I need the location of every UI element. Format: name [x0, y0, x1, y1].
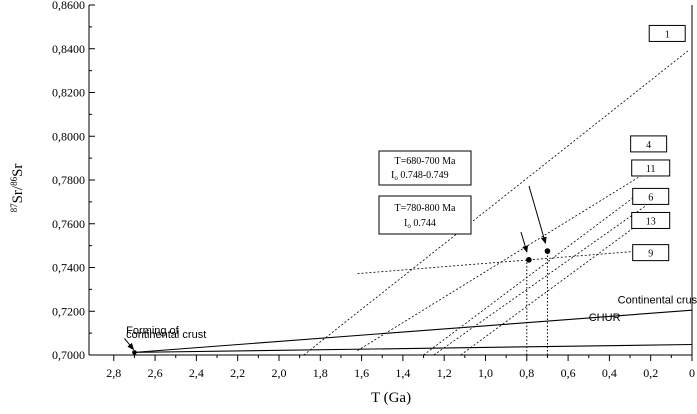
- arrow-780-800: [520, 231, 529, 253]
- y-tick-label-3: 0,7600: [52, 217, 85, 231]
- sample-label-box-1: [648, 24, 686, 42]
- forming-point: [132, 350, 137, 355]
- arrow-680-700: [528, 185, 547, 245]
- sample-label-box-4: [630, 135, 668, 153]
- sample-line-4: [357, 172, 647, 351]
- x-tick-label-6: 1,6: [354, 366, 369, 380]
- sample-line-11: [423, 187, 647, 356]
- y-tick-label-5: 0,8000: [52, 129, 85, 143]
- sample-label-1: 1: [665, 29, 670, 40]
- evolution-line-continental-crust: [134, 309, 693, 353]
- x-tick-label-0: 2,8: [106, 366, 121, 380]
- x-tick-label-2: 2,4: [189, 366, 204, 380]
- annotation-continental-crust: continental crust: [126, 329, 206, 341]
- info-box-780-800-line2: Io 0.744: [404, 218, 436, 230]
- sample-line-1: [303, 50, 689, 356]
- sample-label-box-9: [632, 244, 670, 262]
- sample-label-9: 9: [648, 249, 653, 260]
- x-tick-label-5: 1,8: [313, 366, 328, 380]
- y-axis-title: 87Sr/86Sr: [9, 164, 26, 213]
- info-box-780-800-line1: T=780-800 Ma: [395, 203, 456, 214]
- sample-label-4: 4: [646, 140, 651, 151]
- x-axis-title: T (Ga): [371, 390, 411, 406]
- info-box-680-700: T=680-700 Ma Io 0.748-0.749: [378, 150, 472, 186]
- sample-label-box-13: [631, 211, 671, 229]
- sample-label-11: 11: [646, 164, 656, 175]
- sample-label-box-11: [631, 159, 671, 177]
- x-tick-label-8: 1,2: [437, 366, 452, 380]
- sample-label-box-6: [632, 187, 670, 205]
- y-tick-label-0: 0,7000: [52, 348, 85, 362]
- y-tick-label-8: 0,8600: [52, 0, 85, 12]
- y-tick-label-4: 0,7800: [52, 173, 85, 187]
- x-tick-label-4: 2,0: [271, 366, 286, 380]
- intersection-point-1: [544, 248, 551, 254]
- annotation-forming-of: Forming of: [126, 325, 180, 337]
- info-box-780-800: T=780-800 Ma Io 0.744: [378, 195, 472, 235]
- info-box-680-700-line1: T=680-700 Ma: [395, 156, 456, 167]
- y-tick-label-2: 0,7400: [52, 261, 85, 275]
- x-tick-label-13: 0,2: [643, 366, 658, 380]
- sample-line-9: [357, 250, 647, 275]
- x-tick-label-3: 2,2: [230, 366, 245, 380]
- x-tick-label-1: 2,6: [148, 366, 163, 380]
- x-tick-label-12: 0,4: [602, 366, 617, 380]
- evolution-line-chur: [134, 343, 693, 353]
- sample-label-6: 6: [648, 192, 653, 203]
- y-tick-label-7: 0,8400: [52, 42, 85, 56]
- y-tick-label-6: 0,8200: [52, 86, 85, 100]
- annotation-chur: CHUR: [589, 312, 621, 324]
- x-tick-label-14: 0: [689, 366, 695, 380]
- x-tick-label-9: 1,0: [478, 366, 493, 380]
- arrow-forming: [124, 338, 135, 351]
- intersection-point-0: [526, 257, 532, 263]
- annotation-continental-crust: Continental crust: [618, 295, 697, 307]
- info-box-680-700-line2: Io 0.748-0.749: [391, 170, 449, 182]
- x-tick-label-7: 1,4: [395, 366, 410, 380]
- sample-line-6: [433, 204, 647, 356]
- y-tick-label-1: 0,7200: [52, 304, 85, 318]
- sample-line-13: [460, 217, 647, 356]
- x-tick-label-10: 0,8: [519, 366, 534, 380]
- x-tick-label-11: 0,6: [561, 366, 576, 380]
- sample-label-13: 13: [646, 216, 656, 227]
